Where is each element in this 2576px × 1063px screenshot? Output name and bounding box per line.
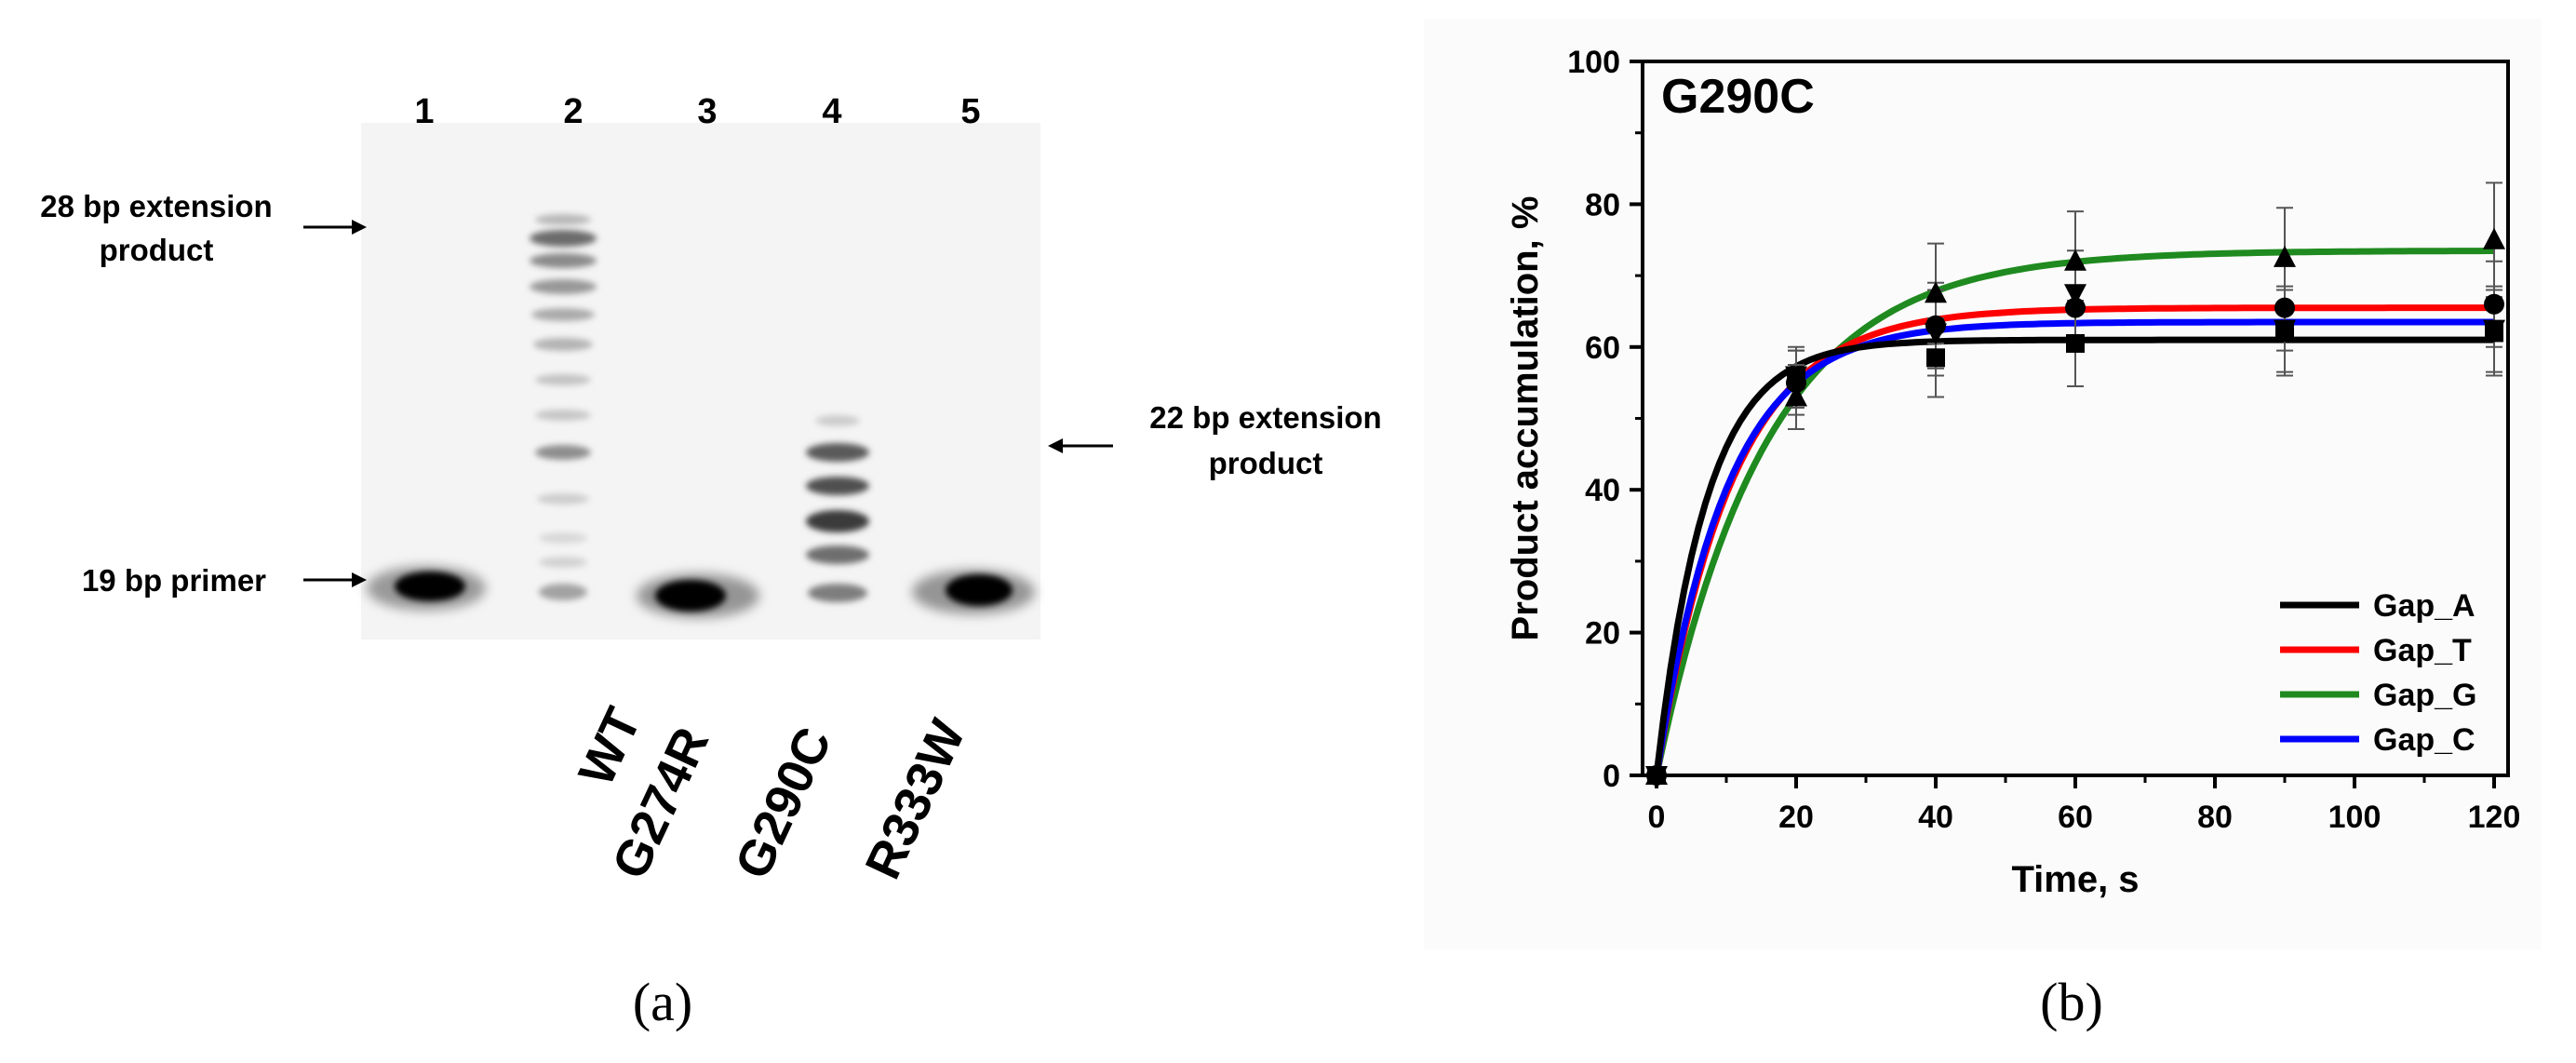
lane-label-g290c: G290C bbox=[724, 720, 842, 887]
label-19bp-primer: 19 bp primer bbox=[82, 563, 266, 598]
band-lane2-13 bbox=[535, 214, 591, 225]
chart-points bbox=[1645, 227, 2505, 787]
arrow-28bp bbox=[303, 220, 367, 235]
band-lane2-11 bbox=[530, 253, 597, 268]
x-tick-label: 100 bbox=[2328, 800, 2381, 835]
point-Gap_G bbox=[2483, 227, 2505, 249]
band-lane5-primer bbox=[946, 574, 1013, 606]
legend-label-Gap_T: Gap_T bbox=[2373, 633, 2472, 668]
point-Gap_G bbox=[1925, 281, 1947, 303]
gel-panel: 1 2 3 4 5 bbox=[40, 92, 1381, 1032]
band-lane1-primer bbox=[395, 572, 465, 601]
band-lane4-5 bbox=[806, 443, 869, 462]
gel-bands bbox=[367, 214, 1035, 618]
band-lane4-2 bbox=[806, 545, 869, 564]
y-tick-label: 60 bbox=[1585, 330, 1620, 366]
lane-number-5: 5 bbox=[960, 92, 980, 131]
label-28bp-line2: product bbox=[100, 233, 214, 267]
gel-background bbox=[361, 123, 1040, 639]
band-lane2-7 bbox=[535, 374, 591, 385]
band-lane4-3 bbox=[806, 510, 869, 532]
y-tick-label: 20 bbox=[1585, 616, 1620, 652]
point-Gap_C bbox=[2483, 319, 2505, 342]
point-Gap_T bbox=[2484, 293, 2504, 315]
point-Gap_C bbox=[2274, 319, 2296, 342]
point-Gap_C bbox=[1785, 366, 1807, 388]
chart-legend: Gap_A Gap_T Gap_G Gap_C bbox=[2280, 588, 2476, 758]
caption-a: (a) bbox=[633, 972, 692, 1032]
band-lane2-8 bbox=[533, 338, 593, 351]
chart-panel: 0 20 40 60 80 100 0 20 40 60 80 100 120 G290C Produ… bbox=[1424, 19, 2541, 1032]
legend-label-Gap_C: Gap_C bbox=[2373, 722, 2475, 758]
band-lane2-3 bbox=[539, 532, 587, 544]
lane-number-4: 4 bbox=[822, 92, 841, 131]
caption-b: (b) bbox=[2040, 972, 2103, 1032]
label-22bp-line2: product bbox=[1209, 446, 1323, 480]
point-Gap_G bbox=[2274, 245, 2296, 267]
x-axis: 0 20 40 60 80 100 120 bbox=[1648, 775, 2521, 835]
band-lane4-1 bbox=[808, 584, 867, 602]
chart-title: G290C bbox=[1661, 70, 1815, 124]
x-tick-label: 40 bbox=[1918, 800, 1953, 835]
y-axis-title: Product accumulation, % bbox=[1505, 196, 1546, 641]
lane-number-3: 3 bbox=[697, 92, 717, 131]
arrow-22bp bbox=[1048, 438, 1113, 453]
point-Gap_C bbox=[2064, 284, 2086, 306]
point-Gap_C bbox=[1925, 323, 1947, 345]
legend-label-Gap_G: Gap_G bbox=[2373, 678, 2476, 713]
band-lane2-5 bbox=[535, 445, 591, 460]
point-Gap_T bbox=[2065, 297, 2086, 318]
band-lane2-6 bbox=[535, 410, 591, 421]
y-tick-label: 40 bbox=[1585, 473, 1620, 508]
label-22bp-line1: 22 bp extension bbox=[1149, 400, 1381, 435]
band-lane2-4 bbox=[537, 493, 589, 505]
point-Gap_G bbox=[1785, 384, 1807, 407]
arrow-19bp bbox=[303, 572, 367, 587]
band-lane2-1 bbox=[539, 584, 587, 600]
band-lane2-12 bbox=[530, 230, 597, 247]
band-lane2-10 bbox=[530, 279, 597, 294]
band-lane3-primer bbox=[655, 580, 726, 612]
point-Gap_T bbox=[2274, 297, 2295, 318]
x-tick-label: 120 bbox=[2468, 800, 2521, 835]
chart-background bbox=[1424, 19, 2541, 949]
band-lane4-6 bbox=[815, 415, 860, 426]
y-axis: 0 20 40 60 80 100 bbox=[1567, 45, 1643, 794]
x-tick-label: 20 bbox=[1778, 800, 1814, 835]
legend-label-Gap_A: Gap_A bbox=[2373, 588, 2475, 624]
lane-label-r333w: R333W bbox=[854, 711, 975, 887]
point-Gap_A bbox=[2066, 333, 2085, 353]
x-tick-label: 60 bbox=[2058, 800, 2093, 835]
y-tick-label: 100 bbox=[1567, 45, 1620, 80]
y-tick-label: 80 bbox=[1585, 187, 1620, 222]
lane-number-2: 2 bbox=[563, 92, 583, 131]
x-axis-title: Time, s bbox=[2011, 859, 2139, 900]
x-tick-label: 0 bbox=[1648, 800, 1666, 835]
point-Gap_G bbox=[2064, 249, 2086, 271]
lane-number-1: 1 bbox=[414, 92, 434, 131]
label-28bp-line1: 28 bp extension bbox=[40, 189, 272, 223]
band-lane2-2 bbox=[539, 557, 587, 568]
band-lane2-9 bbox=[531, 308, 595, 321]
x-tick-label: 80 bbox=[2197, 800, 2233, 835]
band-lane4-4 bbox=[806, 477, 869, 495]
y-tick-label: 0 bbox=[1603, 759, 1620, 794]
point-Gap_A bbox=[1926, 348, 1945, 368]
lane-label-wt: WT bbox=[568, 700, 651, 794]
